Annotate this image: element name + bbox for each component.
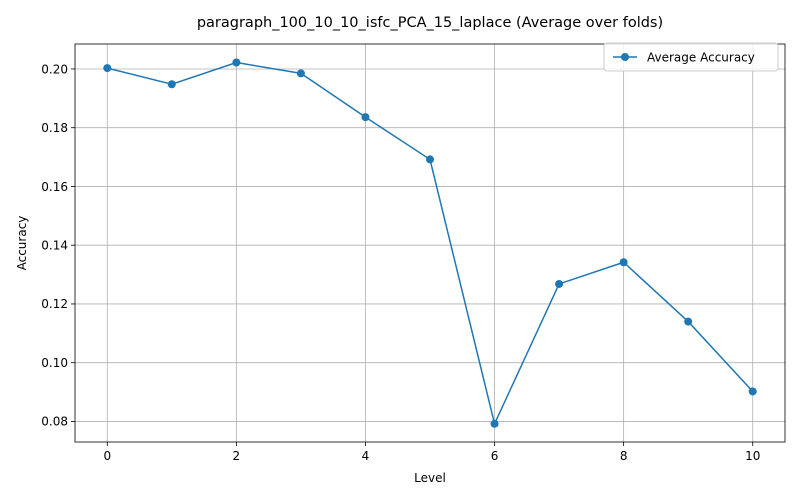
y-tick-label: 0.20	[41, 62, 68, 76]
x-tick-label: 6	[491, 449, 499, 463]
data-point	[490, 419, 499, 428]
axes	[74, 43, 786, 443]
x-tick-label: 10	[745, 449, 760, 463]
data-series	[103, 58, 757, 428]
x-axis-label: Level	[414, 471, 446, 485]
y-tick-label: 0.08	[41, 415, 68, 429]
legend: Average Accuracy	[603, 42, 779, 72]
y-tick-label: 0.12	[41, 297, 68, 311]
data-point	[103, 64, 112, 73]
plot-frame	[74, 43, 786, 443]
data-point	[167, 80, 176, 89]
chart-title: paragraph_100_10_10_isfc_PCA_15_laplace …	[197, 15, 663, 31]
data-point	[748, 387, 757, 396]
x-tick-label: 2	[233, 449, 241, 463]
y-axis-label: Accuracy	[15, 216, 29, 271]
data-point	[684, 317, 693, 326]
y-tick-label: 0.18	[41, 121, 68, 135]
y-tick-label: 0.16	[41, 180, 68, 194]
y-tick-label: 0.10	[41, 356, 68, 370]
data-point	[232, 58, 241, 67]
legend-marker-swatch	[621, 53, 629, 61]
tick-marks: 0 2 4 6 8 10 0.08 0.10 0.12 0.14 0.16 0.18 0.20	[41, 62, 760, 463]
y-tick-label: 0.14	[41, 239, 68, 253]
data-point	[361, 113, 370, 122]
legend-box	[603, 42, 779, 72]
legend-label: Average Accuracy	[647, 51, 755, 65]
x-tick-label: 0	[103, 449, 111, 463]
data-point	[426, 155, 434, 164]
data-point	[555, 279, 564, 288]
data-point	[296, 69, 305, 78]
data-point	[619, 258, 628, 267]
x-tick-label: 4	[362, 449, 370, 463]
x-tick-label: 8	[620, 449, 628, 463]
